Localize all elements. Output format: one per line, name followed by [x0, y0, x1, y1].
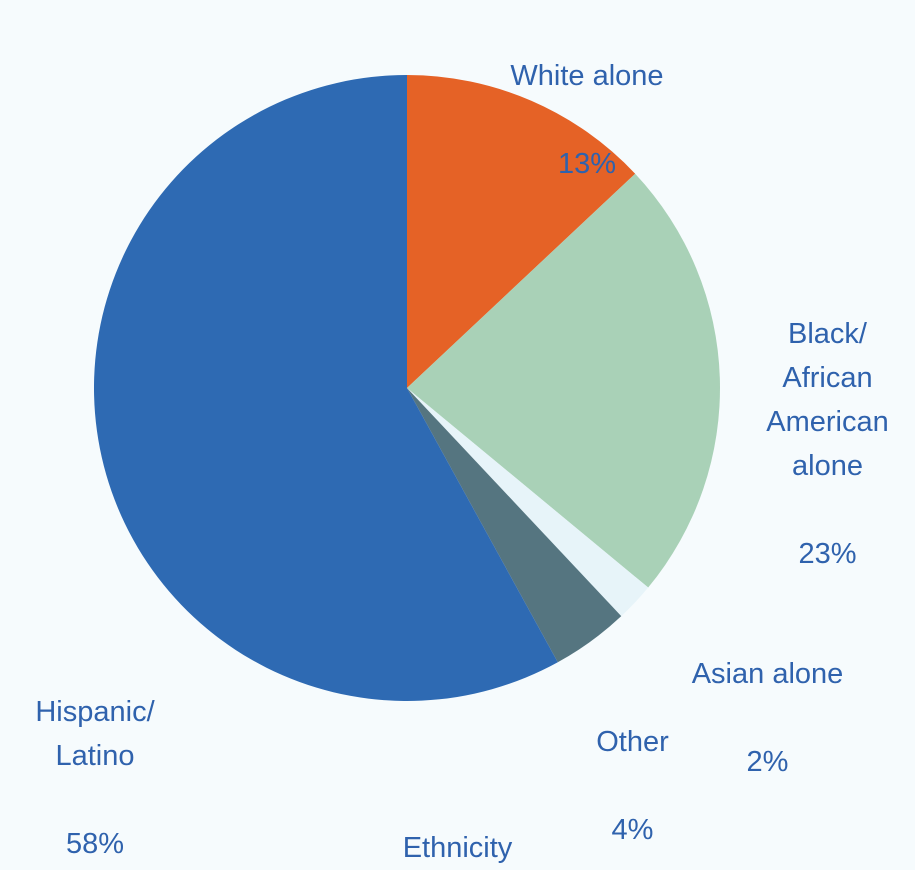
label-percent: 13%	[557, 148, 617, 180]
label-percent: 4%	[611, 814, 654, 846]
label-other: Other 4%	[565, 676, 700, 852]
label-text: Other	[596, 726, 669, 758]
label-text: Hispanic/ Latino	[35, 696, 155, 772]
pie-slices	[93, 74, 720, 701]
pie-slice-hispanic-latino	[93, 74, 558, 701]
label-asian-alone: Asian alone 2%	[655, 608, 880, 784]
label-black-african-american: Black/ African American alone 23%	[745, 268, 910, 576]
pie-slice-black-african-american-alone	[407, 173, 720, 588]
label-white-alone: White alone 13%	[462, 10, 712, 186]
label-percent: 2%	[746, 746, 789, 778]
pie-slice-asian-alone	[407, 388, 649, 617]
label-percent: 23%	[798, 538, 857, 570]
label-hispanic-latino: Hispanic/ Latino 58%	[5, 646, 185, 866]
x-axis-label: Ethnicity	[402, 832, 513, 864]
label-percent: 58%	[65, 828, 125, 860]
label-text: Black/ African American alone	[766, 318, 889, 482]
label-text: Asian alone	[691, 658, 844, 690]
pie-slice-other	[407, 388, 622, 663]
label-text: White alone	[510, 60, 664, 92]
pie-slice-white-alone	[407, 75, 636, 388]
